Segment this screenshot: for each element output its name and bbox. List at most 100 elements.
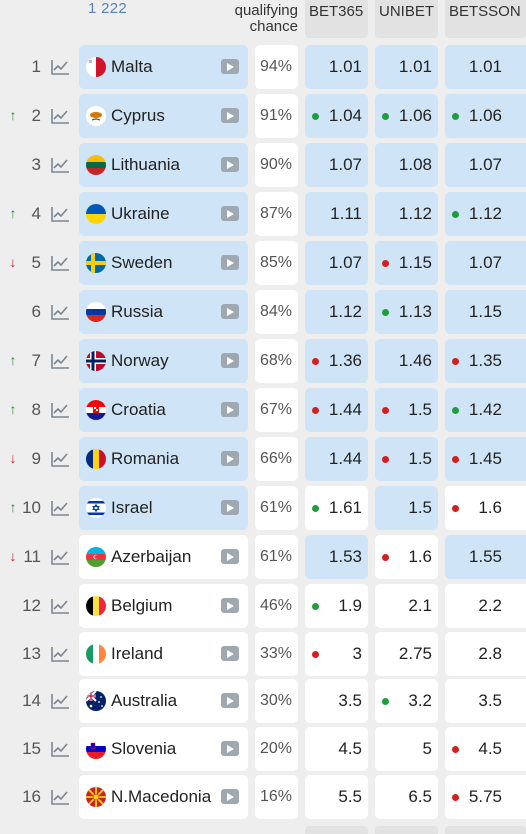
play-video-icon[interactable] (221, 741, 239, 756)
play-video-icon[interactable] (221, 549, 239, 564)
odds-unibet[interactable]: 1.46 (375, 339, 438, 383)
play-video-icon[interactable] (221, 304, 239, 319)
country-cell[interactable]: Malta (79, 45, 248, 89)
odds-unibet[interactable]: 5 (375, 727, 438, 771)
odds-unibet[interactable]: 1.06 (375, 94, 438, 138)
trend-chart-icon[interactable] (50, 107, 70, 125)
odds-bet365[interactable]: 1.61 (305, 486, 368, 530)
country-cell[interactable]: Slovenia (79, 727, 248, 771)
play-video-icon[interactable] (221, 646, 239, 661)
trend-chart-icon[interactable] (50, 254, 70, 272)
odds-bet365[interactable]: 1.01 (305, 45, 368, 89)
odds-betsson[interactable]: 4.5 (445, 727, 526, 771)
odds-unibet[interactable]: 1.13 (375, 290, 438, 334)
trend-chart-icon[interactable] (50, 156, 70, 174)
odds-betsson[interactable]: 1.06 (445, 94, 526, 138)
play-video-icon[interactable] (221, 255, 239, 270)
odds-unibet[interactable]: 1.12 (375, 192, 438, 236)
play-video-icon[interactable] (221, 500, 239, 515)
odds-unibet[interactable]: 1.15 (375, 241, 438, 285)
country-cell[interactable]: Russia (79, 290, 248, 334)
country-cell[interactable]: Lithuania (79, 143, 248, 187)
country-cell[interactable]: Cyprus (79, 94, 248, 138)
country-cell[interactable]: Israel (79, 486, 248, 530)
country-cell[interactable]: Australia (79, 679, 248, 723)
play-video-icon[interactable] (221, 789, 239, 804)
odds-betsson[interactable]: 2.2 (445, 584, 526, 628)
country-cell[interactable]: Ukraine (79, 192, 248, 236)
trend-chart-icon[interactable] (50, 597, 70, 615)
country-cell[interactable]: Ireland (79, 632, 248, 676)
trend-chart-icon[interactable] (50, 740, 70, 758)
odds-bet365[interactable]: 1.07 (305, 143, 368, 187)
odds-betsson[interactable]: 2.8 (445, 632, 526, 676)
odds-unibet[interactable]: 2.1 (375, 584, 438, 628)
play-video-icon[interactable] (221, 451, 239, 466)
bookmaker-header-betsson[interactable]: BETSSON (445, 0, 526, 38)
odds-unibet[interactable]: 1.6 (375, 535, 438, 579)
play-video-icon[interactable] (221, 402, 239, 417)
play-video-icon[interactable] (221, 693, 239, 708)
trend-chart-icon[interactable] (50, 401, 70, 419)
play-video-icon[interactable] (221, 353, 239, 368)
odds-betsson[interactable]: 1.07 (445, 143, 526, 187)
odds-betsson[interactable]: 1.01 (445, 45, 526, 89)
odds-bet365[interactable]: 4.5 (305, 727, 368, 771)
odds-unibet[interactable]: 1.5 (375, 388, 438, 432)
odds-unibet[interactable]: 3.2 (375, 679, 438, 723)
odds-betsson[interactable]: 1.45 (445, 437, 526, 481)
odds-bet365[interactable]: 1.11 (305, 192, 368, 236)
play-video-icon[interactable] (221, 59, 239, 74)
odds-bet365[interactable]: 1.12 (305, 290, 368, 334)
odds-unibet[interactable]: 1.5 (375, 486, 438, 530)
odds-betsson[interactable]: 1.55 (445, 535, 526, 579)
country-cell[interactable]: Azerbaijan (79, 535, 248, 579)
odds-bet365[interactable]: 3.5 (305, 679, 368, 723)
odds-betsson[interactable]: 1.42 (445, 388, 526, 432)
odds-bet365[interactable]: 1.44 (305, 388, 368, 432)
trend-chart-icon[interactable] (50, 548, 70, 566)
odds-unibet[interactable]: 1.5 (375, 437, 438, 481)
play-video-icon[interactable] (221, 157, 239, 172)
odds-betsson[interactable]: 1.35 (445, 339, 526, 383)
trend-chart-icon[interactable] (50, 692, 70, 710)
odds-betsson[interactable]: 1.6 (445, 486, 526, 530)
trend-chart-icon[interactable] (50, 352, 70, 370)
odds-bet365[interactable]: 1.53 (305, 535, 368, 579)
country-cell[interactable]: Romania (79, 437, 248, 481)
odds-bet365[interactable]: 5.5 (305, 775, 368, 819)
odds-unibet[interactable]: 6.5 (375, 775, 438, 819)
odds-betsson[interactable]: 1.15 (445, 290, 526, 334)
trend-chart-icon[interactable] (50, 499, 70, 517)
play-video-icon[interactable] (221, 598, 239, 613)
odds-betsson[interactable]: 3.5 (445, 679, 526, 723)
trend-chart-icon[interactable] (50, 450, 70, 468)
odds-betsson[interactable]: 5.75 (445, 775, 526, 819)
odds-bet365[interactable]: 3 (305, 632, 368, 676)
bookmaker-header-bet365[interactable]: BET365 (305, 0, 368, 38)
odds-betsson[interactable]: 1.07 (445, 241, 526, 285)
odds-bet365[interactable]: 1.44 (305, 437, 368, 481)
odds-value: 3.2 (408, 691, 432, 710)
play-video-icon[interactable] (221, 206, 239, 221)
odds-bet365[interactable]: 1.9 (305, 584, 368, 628)
trend-chart-icon[interactable] (50, 788, 70, 806)
odds-unibet[interactable]: 1.01 (375, 45, 438, 89)
trend-chart-icon[interactable] (50, 205, 70, 223)
odds-unibet[interactable]: 2.75 (375, 632, 438, 676)
country-cell[interactable]: Sweden (79, 241, 248, 285)
odds-unibet[interactable]: 1.08 (375, 143, 438, 187)
odds-bet365[interactable]: 1.07 (305, 241, 368, 285)
country-cell[interactable]: N.Macedonia (79, 775, 248, 819)
country-cell[interactable]: Norway (79, 339, 248, 383)
trend-chart-icon[interactable] (50, 303, 70, 321)
country-cell[interactable]: Belgium (79, 584, 248, 628)
country-cell[interactable]: Croatia (79, 388, 248, 432)
bookmaker-header-unibet[interactable]: UNIBET (375, 0, 438, 38)
play-video-icon[interactable] (221, 108, 239, 123)
trend-chart-icon[interactable] (50, 645, 70, 663)
trend-chart-icon[interactable] (50, 58, 70, 76)
odds-betsson[interactable]: 1.12 (445, 192, 526, 236)
odds-bet365[interactable]: 1.04 (305, 94, 368, 138)
odds-bet365[interactable]: 1.36 (305, 339, 368, 383)
